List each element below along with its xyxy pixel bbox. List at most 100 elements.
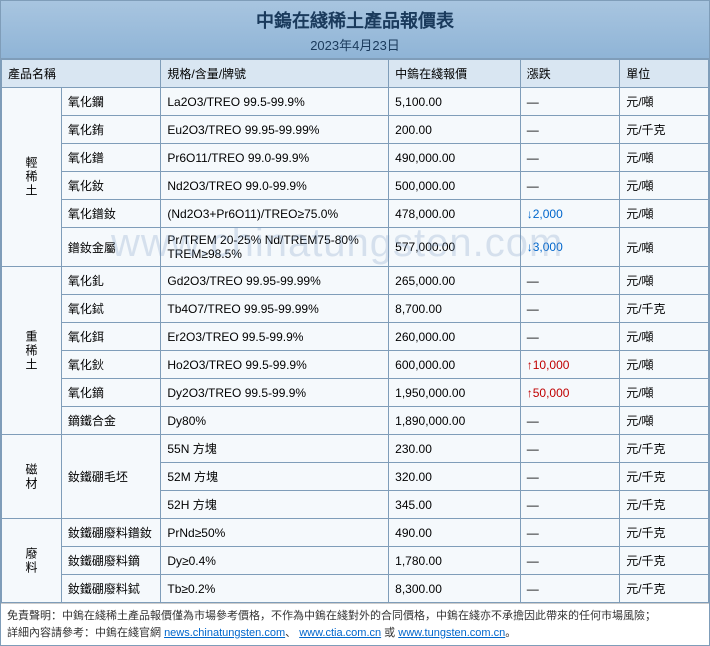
product-spec: La2O3/TREO 99.5-99.9%: [161, 88, 389, 116]
product-spec: (Nd2O3+Pr6O11)/TREO≥75.0%: [161, 200, 389, 228]
table-row: 氧化鐠釹(Nd2O3+Pr6O11)/TREO≥75.0%478,000.00↓…: [2, 200, 709, 228]
price-change: —: [520, 435, 619, 463]
disclaimer: 免責聲明：中鎢在綫稀土產品報價僅為市場參考價格，不作為中鎢在綫對外的合同價格，中…: [7, 610, 656, 622]
product-price: 230.00: [389, 435, 521, 463]
product-spec: Pr/TREM 20-25% Nd/TREM75-80% TREM≥98.5%: [161, 228, 389, 267]
col-unit: 單位: [620, 60, 709, 88]
product-spec: 55N 方塊: [161, 435, 389, 463]
price-change: —: [520, 491, 619, 519]
product-price: 500,000.00: [389, 172, 521, 200]
table-row: 釹鐵硼廢料鋱Tb≥0.2%8,300.00—元/千克: [2, 575, 709, 603]
product-name: 氧化鐠釹: [61, 200, 160, 228]
col-name: 產品名稱: [2, 60, 161, 88]
footer-link-2[interactable]: www.ctia.com.cn: [299, 627, 381, 639]
product-name: 氧化釹: [61, 172, 160, 200]
unit: 元/千克: [620, 295, 709, 323]
table-row: 氧化鏑Dy2O3/TREO 99.5-99.9%1,950,000.00↑50,…: [2, 379, 709, 407]
group-label: 輕稀土: [2, 88, 62, 267]
unit: 元/噸: [620, 200, 709, 228]
product-spec: PrNd≥50%: [161, 519, 389, 547]
unit: 元/噸: [620, 228, 709, 267]
price-change: —: [520, 463, 619, 491]
product-spec: Dy≥0.4%: [161, 547, 389, 575]
product-spec: Nd2O3/TREO 99.0-99.9%: [161, 172, 389, 200]
product-price: 1,780.00: [389, 547, 521, 575]
product-price: 320.00: [389, 463, 521, 491]
product-spec: Ho2O3/TREO 99.5-99.9%: [161, 351, 389, 379]
unit: 元/噸: [620, 144, 709, 172]
price-change: —: [520, 519, 619, 547]
table-header: 中鎢在綫稀土產品報價表 2023年4月23日: [1, 1, 709, 59]
product-spec: Dy80%: [161, 407, 389, 435]
product-spec: 52M 方塊: [161, 463, 389, 491]
unit: 元/噸: [620, 379, 709, 407]
col-price: 中鎢在綫報價: [389, 60, 521, 88]
price-change: —: [520, 547, 619, 575]
report-date: 2023年4月23日: [1, 35, 709, 54]
page-title: 中鎢在綫稀土產品報價表: [1, 7, 709, 33]
product-price: 345.00: [389, 491, 521, 519]
product-price: 8,700.00: [389, 295, 521, 323]
product-spec: Er2O3/TREO 99.5-99.9%: [161, 323, 389, 351]
price-change: —: [520, 144, 619, 172]
table-row: 輕稀土氧化鑭La2O3/TREO 99.5-99.9%5,100.00—元/噸: [2, 88, 709, 116]
product-name: 氧化釓: [61, 267, 160, 295]
table-row: 廢料釹鐵硼廢料鐠釹PrNd≥50%490.00—元/千克: [2, 519, 709, 547]
product-name: 釹鐵硼毛坯: [61, 435, 160, 519]
price-change: —: [520, 172, 619, 200]
table-row: 氧化釹Nd2O3/TREO 99.0-99.9%500,000.00—元/噸: [2, 172, 709, 200]
table-row: 氧化鈥Ho2O3/TREO 99.5-99.9%600,000.00↑10,00…: [2, 351, 709, 379]
table-row: 氧化銪Eu2O3/TREO 99.95-99.99%200.00—元/千克: [2, 116, 709, 144]
product-price: 265,000.00: [389, 267, 521, 295]
unit: 元/噸: [620, 407, 709, 435]
price-change: —: [520, 295, 619, 323]
product-name: 氧化鈥: [61, 351, 160, 379]
product-price: 200.00: [389, 116, 521, 144]
price-change: —: [520, 267, 619, 295]
product-spec: Pr6O11/TREO 99.0-99.9%: [161, 144, 389, 172]
product-price: 260,000.00: [389, 323, 521, 351]
table-header-row: 產品名稱 規格/含量/牌號 中鎢在綫報價 漲跌 單位: [2, 60, 709, 88]
table-row: 氧化鋱Tb4O7/TREO 99.95-99.99%8,700.00—元/千克: [2, 295, 709, 323]
price-change: ↓2,000: [520, 200, 619, 228]
price-change: —: [520, 323, 619, 351]
table-row: 鏑鐵合金Dy80%1,890,000.00—元/噸: [2, 407, 709, 435]
table-row: 氧化鐠Pr6O11/TREO 99.0-99.9%490,000.00—元/噸: [2, 144, 709, 172]
table-row: 釹鐵硼廢料鏑Dy≥0.4%1,780.00—元/千克: [2, 547, 709, 575]
product-spec: Tb4O7/TREO 99.95-99.99%: [161, 295, 389, 323]
footer-link-1[interactable]: news.chinatungsten.com: [164, 627, 285, 639]
unit: 元/千克: [620, 519, 709, 547]
product-price: 490.00: [389, 519, 521, 547]
unit: 元/噸: [620, 267, 709, 295]
unit: 元/噸: [620, 323, 709, 351]
product-name: 氧化鋱: [61, 295, 160, 323]
product-name: 氧化鉺: [61, 323, 160, 351]
product-spec: Eu2O3/TREO 99.95-99.99%: [161, 116, 389, 144]
price-change: ↑10,000: [520, 351, 619, 379]
table-row: 鐠釹金屬Pr/TREM 20-25% Nd/TREM75-80% TREM≥98…: [2, 228, 709, 267]
unit: 元/噸: [620, 172, 709, 200]
product-name: 釹鐵硼廢料鐠釹: [61, 519, 160, 547]
table-row: 磁材釹鐵硼毛坯55N 方塊230.00—元/千克: [2, 435, 709, 463]
footer-link-3[interactable]: www.tungsten.com.cn: [398, 627, 505, 639]
col-spec: 規格/含量/牌號: [161, 60, 389, 88]
unit: 元/千克: [620, 547, 709, 575]
price-change: —: [520, 88, 619, 116]
product-price: 1,950,000.00: [389, 379, 521, 407]
price-change: —: [520, 407, 619, 435]
product-price: 490,000.00: [389, 144, 521, 172]
product-spec: Gd2O3/TREO 99.95-99.99%: [161, 267, 389, 295]
product-name: 釹鐵硼廢料鏑: [61, 547, 160, 575]
table-row: 重稀土氧化釓Gd2O3/TREO 99.95-99.99%265,000.00—…: [2, 267, 709, 295]
product-name: 鏑鐵合金: [61, 407, 160, 435]
price-table-container: www.chinatungsten.com 中鎢在綫稀土產品報價表 2023年4…: [0, 0, 710, 646]
product-name: 氧化銪: [61, 116, 160, 144]
product-spec: Dy2O3/TREO 99.5-99.9%: [161, 379, 389, 407]
group-label: 磁材: [2, 435, 62, 519]
product-name: 氧化鐠: [61, 144, 160, 172]
price-change: —: [520, 116, 619, 144]
product-price: 1,890,000.00: [389, 407, 521, 435]
product-price: 577,000.00: [389, 228, 521, 267]
unit: 元/千克: [620, 575, 709, 603]
detail-label: 詳細內容請參考：中鎢在綫官網: [7, 627, 164, 639]
